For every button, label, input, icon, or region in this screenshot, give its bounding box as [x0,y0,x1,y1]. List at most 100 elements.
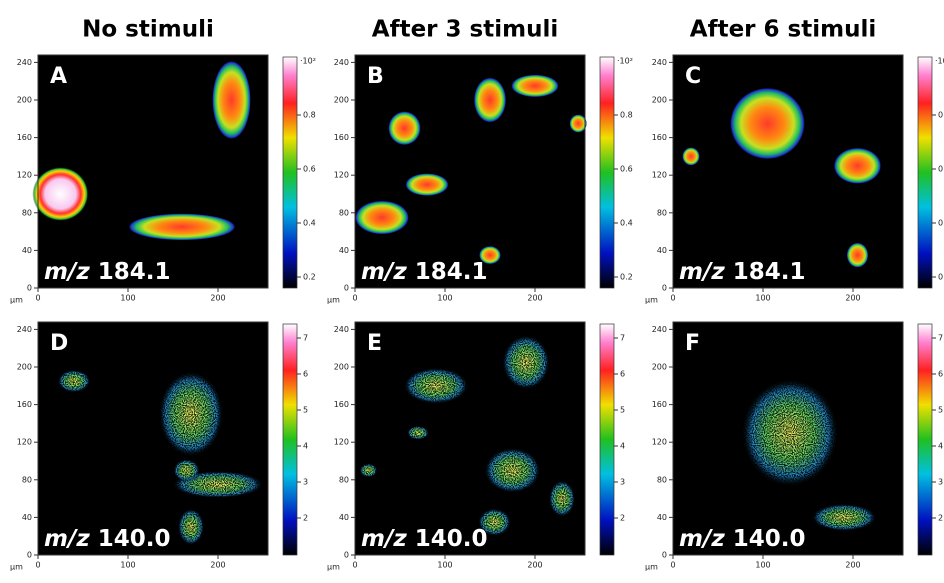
colorbar [599,56,615,289]
y-tick-label: 200 [17,363,32,372]
colorbar-tick-label: 4 [620,442,625,451]
colorbar [917,323,933,556]
mz-value: 184.1 [733,259,806,285]
intensity-region [833,147,882,184]
y-tick-label: 200 [652,96,667,105]
colorbar-tick-label: 0.2 [938,273,944,282]
mz-symbol: m/z [361,526,407,552]
panel-letter: E [367,331,382,356]
panel-letter: A [50,64,67,89]
colorbar-tick-label: 7 [620,334,625,343]
y-tick-label: 0 [344,284,349,293]
x-tick-label: 200 [210,294,225,303]
x-tick-label: 0 [35,294,40,303]
x-tick-label: 100 [755,294,770,303]
x-tick-label: 0 [670,294,675,303]
x-tick-label: 100 [120,561,135,570]
panel-letter: F [685,331,700,356]
colorbar-tick-label: 5 [620,406,625,415]
x-tick-label: 0 [670,561,675,570]
y-tick-label: 40 [657,246,667,255]
x-tick-label: 100 [755,561,770,570]
colorbar [282,56,298,289]
y-tick-label: 40 [657,513,667,522]
mz-label: m/z 184.1 [44,259,171,285]
intensity-region [846,242,869,268]
y-tick-label: 0 [344,551,349,560]
panel: Dm/z 140.0 0 100 200 µm 0 40 80 120 160 200 240 7 6 5 4… [10,321,308,572]
colorbar-tick-label: 3 [303,478,308,487]
x-unit: µm [645,296,658,305]
intensity-region [355,200,409,235]
panel: Cm/z 184.1 0 100 200 µm 0 40 80 120 160 200 240 ·10²… [645,54,944,305]
panel-letter: D [50,331,68,356]
intensity-region [473,77,507,123]
colorbar-tick-label: 4 [303,442,308,451]
intensity-region [511,74,559,98]
y-tick-label: 200 [652,363,667,372]
mz-symbol: m/z [44,526,90,552]
y-tick-label: 80 [22,208,32,217]
colorbar-tick-label: 2 [620,514,625,523]
colorbar [599,323,615,556]
colorbar-tick-label: 6 [938,370,943,379]
colorbar-tick-label: 0.6 [938,165,944,174]
panel: Am/z 184.1 0 100 200 µm 0 40 80 120 160 200 240 ·10²… [10,54,316,305]
column-title: No stimuli [82,17,214,43]
y-tick-label: 0 [662,284,667,293]
y-tick-label: 40 [339,246,349,255]
y-tick-label: 160 [652,133,667,142]
x-tick-label: 200 [210,561,225,570]
colorbar-tick-label: 0.8 [303,111,316,120]
image-frame [354,321,586,556]
mz-value: 184.1 [415,259,488,285]
noise-overlay [355,322,585,555]
panel: Fm/z 140.0 0 100 200 µm 0 40 80 120 160 200 240 7 6 5 4… [645,321,943,572]
image-frame [672,54,904,289]
colorbar-tick-label: 0.4 [303,219,316,228]
x-tick-label: 0 [352,561,357,570]
y-tick-label: 80 [339,208,349,217]
x-tick-label: 100 [120,294,135,303]
y-tick-label: 200 [334,96,349,105]
x-unit: µm [10,296,23,305]
y-tick-label: 120 [334,171,349,180]
x-tick-label: 200 [845,561,860,570]
mz-symbol: m/z [44,259,90,285]
intensity-region [32,166,89,222]
intensity-region [569,114,587,133]
colorbar-exponent: ·10² [300,57,316,66]
colorbar-exponent: ·10² [617,57,633,66]
colorbar-tick-label: 2 [938,514,943,523]
y-tick-label: 40 [22,513,32,522]
image-frame [37,54,269,289]
mz-label: m/z 140.0 [679,526,806,552]
panel: Bm/z 184.1 0 100 200 µm 0 40 80 120 160 200 240 ·10²… [327,54,633,305]
colorbar-tick-label: 0.6 [620,165,633,174]
colorbar [282,323,298,556]
intensity-region [388,111,421,146]
mz-value: 140.0 [733,526,806,552]
y-tick-label: 120 [652,171,667,180]
intensity-region [212,60,251,140]
y-tick-label: 240 [334,58,349,67]
colorbar-tick-label: 7 [303,334,308,343]
intensity-region [729,87,806,160]
mz-label: m/z 140.0 [361,526,488,552]
x-tick-label: 200 [527,561,542,570]
y-tick-label: 120 [652,438,667,447]
colorbar-tick-label: 0.4 [938,219,944,228]
image-frame [354,54,586,289]
image-frame [37,321,269,556]
colorbar-exponent: ·10² [935,57,944,66]
y-tick-label: 80 [22,475,32,484]
y-tick-label: 0 [27,284,32,293]
noise-overlay [673,322,903,555]
colorbar-tick-label: 0.2 [303,273,316,282]
y-tick-label: 240 [17,58,32,67]
mz-symbol: m/z [679,259,725,285]
y-tick-label: 80 [339,475,349,484]
image-frame [672,321,904,556]
panel-letter: B [367,64,384,89]
